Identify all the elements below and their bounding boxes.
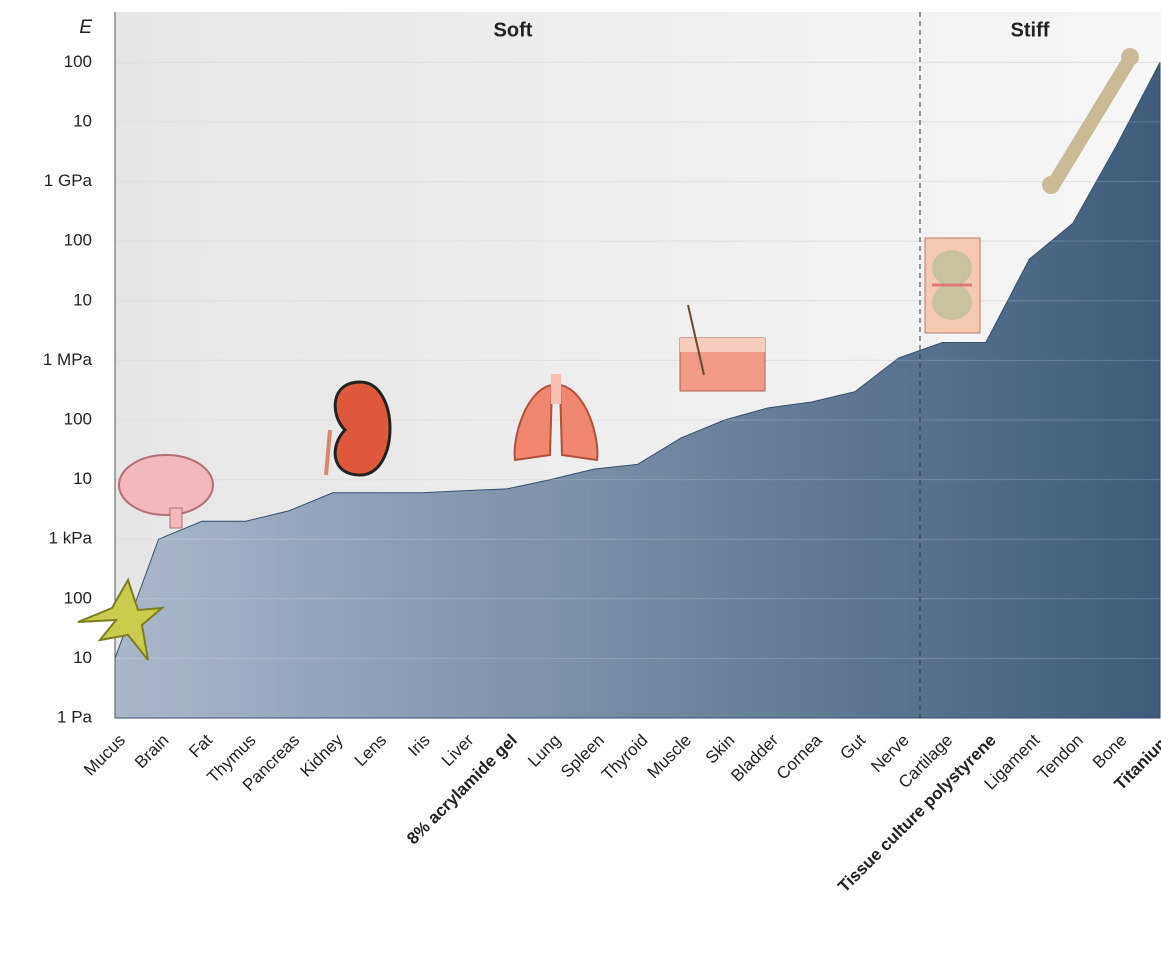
x-tick-label: Liver xyxy=(438,730,478,770)
x-tick-label: Cornea xyxy=(773,730,826,783)
section-label: Stiff xyxy=(1011,19,1050,41)
x-tick-label: Muscle xyxy=(644,731,696,783)
icon-kidney xyxy=(324,380,392,477)
x-tick-label: Skin xyxy=(702,731,739,768)
y-tick-label: 10 xyxy=(73,469,92,488)
icon-cell xyxy=(77,577,166,661)
x-tick-label: Lens xyxy=(351,731,391,771)
y-tick-label: 10 xyxy=(73,290,92,309)
y-tick-label: 100 xyxy=(64,409,92,428)
x-tick-label: Tendon xyxy=(1034,731,1087,784)
y-tick-label: 1 MPa xyxy=(43,350,93,369)
icon-joint xyxy=(924,237,981,334)
y-axis-label: E xyxy=(79,17,92,38)
icon-lungs xyxy=(513,374,599,462)
area-layer xyxy=(114,61,1161,719)
icon-brain xyxy=(118,454,214,529)
y-tick-label: 10 xyxy=(73,648,92,667)
y-tick-label: 100 xyxy=(64,588,92,607)
x-tick-label: Iris xyxy=(404,731,433,760)
icon-bone xyxy=(1042,48,1139,194)
x-tick-label: Bladder xyxy=(727,730,782,785)
y-tick-label: 1 GPa xyxy=(44,171,93,190)
x-tick-label: Lung xyxy=(524,731,564,771)
y-tick-label: 1 kPa xyxy=(49,529,93,548)
x-tick-label: Kidney xyxy=(297,730,348,781)
x-tick-label: Brain xyxy=(131,731,172,772)
y-tick-label: 10 xyxy=(73,111,92,130)
y-tick-label: 100 xyxy=(64,231,92,250)
y-tick-label: 100 xyxy=(64,52,92,71)
x-tick-label: Fat xyxy=(185,730,216,761)
x-tick-label: Gut xyxy=(836,730,869,763)
x-tick-label: Mucus xyxy=(80,731,129,780)
y-tick-label: 1 Pa xyxy=(57,707,93,726)
x-tick-label: Thyroid xyxy=(598,731,652,785)
section-label: Soft xyxy=(494,19,533,41)
area xyxy=(114,62,1161,719)
icon-skin xyxy=(679,304,766,392)
